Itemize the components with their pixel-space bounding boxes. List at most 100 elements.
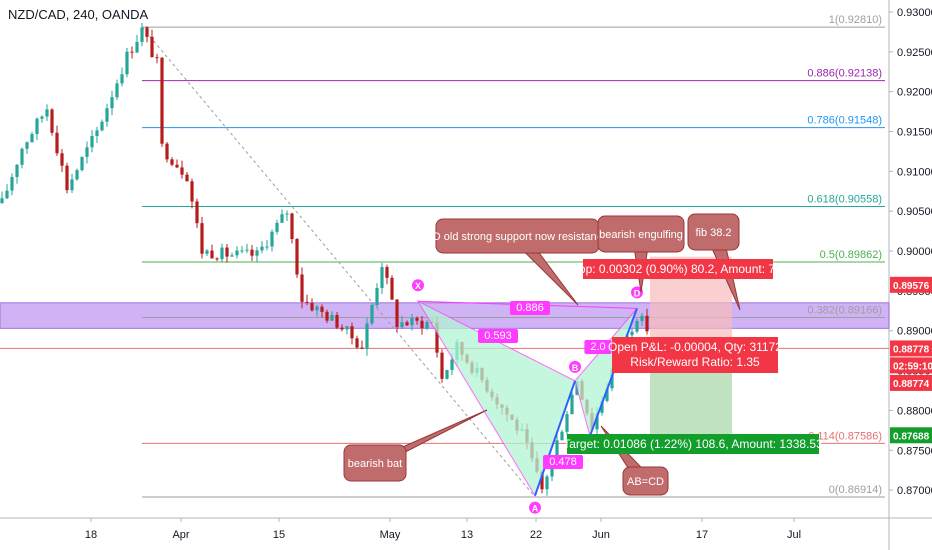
- candle-body: [25, 142, 29, 149]
- candle-body: [210, 250, 214, 259]
- candle-body: [75, 170, 79, 180]
- candle-body: [325, 311, 329, 321]
- fib-level-label: 0.114(0.87586): [808, 430, 882, 442]
- price-tag-bg: [890, 276, 932, 293]
- candle-body: [225, 247, 229, 257]
- candle-body: [135, 41, 139, 53]
- candle-body: [195, 201, 199, 224]
- candle-body: [425, 321, 429, 329]
- note-text: AB=CD: [627, 476, 664, 488]
- candle-body: [205, 250, 209, 254]
- candle-body: [20, 148, 24, 165]
- candle-body: [90, 135, 94, 148]
- candle-body: [285, 213, 289, 215]
- candle-body: [555, 440, 559, 458]
- candle-body: [420, 320, 424, 329]
- candle-body: [50, 109, 54, 133]
- candle-body: [0, 198, 4, 204]
- candle-body: [640, 315, 644, 321]
- candle-body: [275, 222, 279, 232]
- harmonic-point-label: B: [572, 363, 579, 373]
- note-box: [597, 215, 685, 253]
- pnl-label: Open P&L: -0.00004, Qty: 31172Risk/Rewar…: [608, 337, 782, 373]
- fib-level-label: 0.618(0.90558): [807, 194, 882, 206]
- candle-body: [635, 320, 639, 332]
- candle-body: [280, 214, 284, 223]
- candle-body: [215, 258, 219, 260]
- candle-body: [150, 36, 154, 58]
- candle-body: [60, 153, 64, 166]
- candle-body: [305, 301, 309, 303]
- fib-level-label: 0(0.86914): [829, 484, 882, 496]
- candle-body: [545, 476, 549, 490]
- candle-body: [560, 431, 564, 441]
- candle-body: [140, 27, 144, 42]
- position-label-bg: [612, 337, 778, 373]
- price-tag-bg: [890, 357, 932, 374]
- fib-level-label: 0.886(0.92138): [807, 68, 882, 80]
- price-tag-bg: [890, 340, 932, 357]
- harmonic-ratio-badge: [584, 340, 612, 354]
- candle-body: [125, 51, 129, 75]
- harmonic-ratio-label: 0.478: [549, 456, 577, 468]
- fib-level-label: 0.786(0.91548): [807, 115, 882, 127]
- note-box: [622, 466, 669, 496]
- candle-body: [445, 370, 449, 379]
- fib-level-label: 0.382(0.89166): [807, 304, 882, 316]
- note-text: bearish bat: [348, 458, 402, 470]
- position-label-text: Stop: 0.00302 (0.90%) 80.2, Amount: 750: [568, 262, 789, 276]
- candle-body: [315, 306, 319, 311]
- harmonic-ratio-label: 2.0: [590, 341, 605, 353]
- candle-body: [190, 181, 194, 202]
- price-tag-label: 0.89576: [893, 281, 930, 292]
- candle-body: [40, 116, 44, 119]
- harmonic-ratio-label: 0.593: [484, 330, 512, 342]
- candle-body: [270, 231, 274, 247]
- candle-body: [540, 471, 544, 490]
- candle-body: [350, 326, 354, 339]
- x-tick-label: Jun: [592, 529, 610, 541]
- candle-body: [400, 322, 404, 328]
- candle-body: [380, 267, 384, 288]
- candle-body: [330, 314, 334, 321]
- x-tick-label: 15: [273, 529, 285, 541]
- x-tick-label: 13: [461, 529, 473, 541]
- candle-body: [55, 132, 59, 154]
- price-tag-bg: [890, 374, 932, 391]
- symbol-title: NZD/CAD, 240, OANDA: [8, 7, 149, 22]
- candle-body: [235, 250, 239, 256]
- candle-body: [360, 347, 364, 349]
- candle-body: [255, 250, 259, 256]
- candle-body: [260, 246, 264, 251]
- candle-body: [165, 143, 169, 160]
- price-tag-label: 02:59:10: [893, 361, 932, 372]
- candle-body: [415, 318, 419, 321]
- harmonic-point-label: X: [415, 281, 421, 291]
- candle-body: [35, 118, 39, 135]
- harmonic-ratio-badge: [510, 301, 550, 315]
- candle-body: [145, 27, 149, 37]
- candle-body: [130, 51, 134, 53]
- position-label-bg: [567, 434, 819, 454]
- candle-body: [385, 267, 389, 278]
- candle-body: [240, 250, 244, 252]
- candle-body: [110, 97, 114, 109]
- candle-body: [105, 108, 109, 122]
- candle-body: [245, 249, 249, 251]
- target-label: Target: 0.01086 (1.22%) 108.6, Amount: 1…: [563, 434, 823, 454]
- note-bearish-bat: bearish bat: [343, 409, 488, 482]
- candle-body: [200, 223, 204, 254]
- x-tick-label: 22: [530, 529, 542, 541]
- note-support-resistance: 1D old strong support now resistance: [427, 218, 608, 306]
- candle-body: [435, 322, 439, 353]
- candle-body: [120, 74, 124, 84]
